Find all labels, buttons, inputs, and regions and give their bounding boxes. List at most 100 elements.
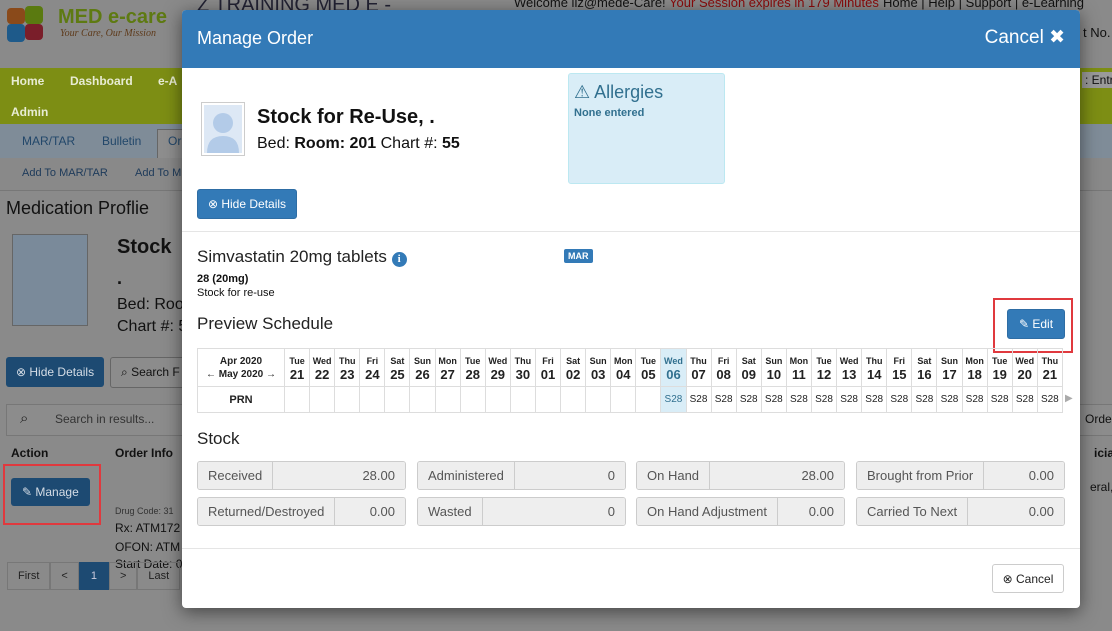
top-link[interactable]: Home — [883, 0, 918, 10]
schedule-cell — [409, 386, 436, 413]
weekday: Thu — [1041, 355, 1059, 366]
weekday: Tue — [465, 355, 481, 366]
schedule-cell — [384, 386, 411, 413]
field-value: 28.00 — [710, 462, 844, 489]
schedule-cell[interactable]: S28 — [735, 386, 762, 413]
cancel-label: Cancel — [984, 27, 1044, 48]
date: 21 — [1042, 366, 1058, 382]
schedule-title: Preview Schedule — [197, 314, 334, 333]
medication-name-text: Simvastatin 20mg tablets — [197, 247, 387, 266]
nav-item[interactable]: Admin — [11, 105, 49, 119]
weekday: Sat — [390, 355, 405, 366]
nav-item[interactable]: e-A — [158, 74, 178, 88]
schedule-cell[interactable]: S28 — [861, 386, 888, 413]
nav-item[interactable]: Home — [11, 74, 45, 88]
day-header: Thu 23 — [334, 348, 361, 387]
weekday: Mon — [789, 355, 809, 366]
chart-number: 55 — [442, 135, 460, 152]
schedule-cell[interactable]: S28 — [836, 386, 863, 413]
schedule-cell[interactable]: S28 — [1011, 386, 1038, 413]
day-header: Sat 16 — [911, 348, 938, 387]
manage-button[interactable]: ✎ Manage — [11, 478, 90, 506]
button-label: Hide Details — [221, 197, 287, 211]
next-arrow[interactable]: → — [263, 368, 277, 380]
weekday: Tue — [289, 355, 305, 366]
schedule-cell[interactable]: S28 — [1036, 386, 1063, 413]
medication-name: Simvastatin 20mg tablets i — [197, 247, 407, 267]
table-header: Action — [11, 446, 49, 460]
prev-arrow[interactable]: ← — [205, 368, 219, 380]
medication-note: Stock for re-use — [197, 287, 275, 299]
hide-details-button[interactable]: ⊗ Hide Details — [6, 357, 105, 387]
modal-cancel[interactable]: Cancel ✖ — [984, 27, 1065, 48]
schedule-cell[interactable]: S28 — [785, 386, 812, 413]
date: 21 — [289, 366, 305, 382]
stock-field: On Hand 28.00 — [636, 461, 845, 490]
schedule-cell[interactable]: S28 — [961, 386, 988, 413]
day-header: Thu 14 — [861, 348, 888, 387]
weekday: Sun — [940, 355, 958, 366]
page-link[interactable]: 1 — [78, 562, 109, 590]
tab[interactable]: Bulletin — [102, 134, 142, 148]
stock-field: Returned/Destroyed 0.00 — [197, 497, 406, 526]
patient-location: Bed: Room: 201 Chart #: 55 — [257, 135, 460, 153]
tab[interactable]: MAR/TAR — [22, 134, 76, 148]
nav-item[interactable]: Dashboard — [70, 74, 133, 88]
page-link[interactable]: First — [7, 562, 51, 590]
scroll-arrow[interactable]: ▶ — [1065, 393, 1073, 404]
page-link[interactable]: < — [50, 562, 79, 590]
day-header: Sat 25 — [384, 348, 411, 387]
field-value: 0 — [482, 498, 625, 525]
schedule-table: Apr 2020 ← May 2020 → Tue 21 Wed 22 Thu 23 Fri 24… — [197, 348, 1063, 413]
day-header: Tue 28 — [459, 348, 486, 387]
weekday: Mon — [965, 355, 984, 366]
date: 02 — [565, 366, 581, 382]
schedule-cell[interactable]: S28 — [710, 386, 737, 413]
row-label: PRN — [197, 386, 285, 413]
button-label: Hide Details — [29, 365, 95, 379]
hide-details-button[interactable]: ⊗ Hide Details — [197, 189, 297, 219]
date: 14 — [866, 366, 882, 382]
date: 05 — [641, 366, 656, 382]
day-header: Fri 01 — [534, 348, 562, 387]
day-header: Fri 24 — [359, 348, 386, 387]
date: 23 — [340, 366, 355, 382]
session-text: Your Session expires in 179 Minutes — [669, 0, 879, 10]
schedule-cell — [509, 386, 536, 413]
field-label: On Hand Adjustment — [637, 498, 778, 525]
schedule-cell[interactable]: S28 — [685, 386, 712, 413]
schedule-cell[interactable]: S28 — [986, 386, 1013, 413]
account-fragment: t No. : — [1083, 25, 1112, 40]
table-header: ician — [1094, 446, 1112, 460]
top-links: Home | Help | Support | e-Learning — [883, 0, 1084, 10]
stock-field: Brought from Prior 0.00 — [856, 461, 1065, 490]
day-header: Tue 21 — [283, 348, 311, 387]
page-link[interactable]: Last — [137, 562, 181, 590]
medication-quantity: 28 (20mg) — [197, 273, 249, 285]
top-link[interactable]: Help — [928, 0, 956, 10]
top-link[interactable]: e-Learning — [1021, 0, 1084, 10]
subtab[interactable]: Add To M — [135, 167, 182, 179]
nav-right: : Entry — [1082, 72, 1112, 88]
divider — [182, 548, 1080, 549]
edit-button[interactable]: ✎ Edit — [1007, 309, 1065, 339]
info-icon[interactable]: i — [391, 252, 407, 267]
weekday: Tue — [816, 355, 832, 366]
schedule-cell[interactable]: S28 — [660, 386, 687, 413]
schedule-cell[interactable]: S28 — [886, 386, 913, 413]
subtab[interactable]: Add To MAR/TAR — [22, 167, 108, 179]
date: 28 — [465, 366, 480, 382]
date: 29 — [490, 366, 506, 382]
weekday: Mon — [438, 355, 457, 366]
footer-cancel-button[interactable]: ⊗ Cancel — [992, 564, 1064, 593]
day-header: Wed 20 — [1011, 348, 1038, 387]
schedule-cell[interactable]: S28 — [911, 386, 938, 413]
order-right: eral, De — [1090, 480, 1112, 494]
schedule-cell — [635, 386, 662, 413]
top-link[interactable]: Support — [965, 0, 1012, 10]
schedule-cell[interactable]: S28 — [760, 386, 787, 413]
field-label: Wasted — [418, 498, 483, 525]
schedule-cell[interactable]: S28 — [810, 386, 838, 413]
schedule-cell[interactable]: S28 — [936, 386, 963, 413]
page-link[interactable]: > — [108, 562, 138, 590]
